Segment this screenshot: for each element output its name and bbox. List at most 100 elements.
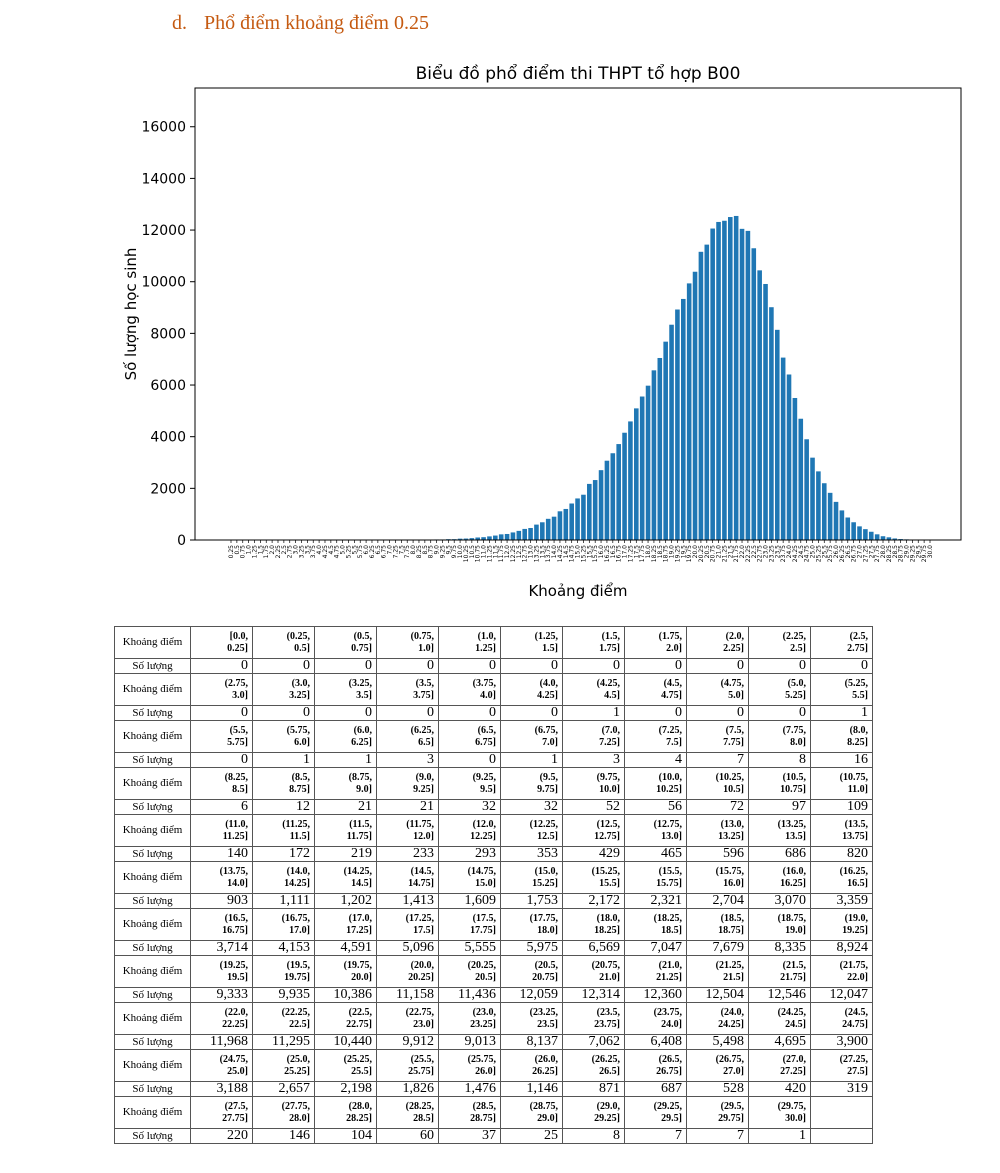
range-end: 28.0] xyxy=(289,1112,310,1124)
x-tick-label: 2.25 xyxy=(275,545,282,559)
range-end: 7.25] xyxy=(599,736,620,748)
count-cell: 97 xyxy=(748,799,811,815)
bar xyxy=(493,535,498,540)
range-cell: (21.75, 22.0] xyxy=(810,955,873,988)
range-start: (15.75, xyxy=(715,865,744,877)
range-cell: (10.5, 10.75] xyxy=(748,767,811,800)
x-tick-label: 27.5 xyxy=(868,545,875,559)
range-start: (2.25, xyxy=(782,630,806,642)
x-tick-label: 0.5 xyxy=(234,545,241,555)
x-tick-label: 25.75 xyxy=(827,545,834,562)
range-end: 12.5] xyxy=(537,830,558,842)
range-end: 1.0] xyxy=(418,642,434,654)
x-tick-label: 16.25 xyxy=(604,545,611,562)
count-cell: 596 xyxy=(686,846,749,862)
x-tick-label: 20.75 xyxy=(710,545,717,562)
x-tick-label: 21.0 xyxy=(716,545,723,559)
bar xyxy=(569,503,574,540)
count-row: Số lượng 0 0 0 0 0 0 1 0 0 0 1 xyxy=(114,705,873,721)
bar xyxy=(751,248,757,540)
x-tick-label: 26.5 xyxy=(845,545,852,559)
range-cell: (4.0, 4.25] xyxy=(500,673,563,706)
count-cell: 0 xyxy=(438,752,501,768)
range-end: 22.75] xyxy=(346,1018,372,1030)
x-tick-label: 28.0 xyxy=(880,545,887,559)
range-end: 1.75] xyxy=(599,642,620,654)
count-cell: 104 xyxy=(314,1128,377,1144)
x-tick-label: 12.0 xyxy=(504,545,511,559)
count-cell: 1 xyxy=(500,752,563,768)
range-cell: (7.5, 7.75] xyxy=(686,720,749,753)
count-row-label: Số lượng xyxy=(114,987,191,1003)
range-end: 1.5] xyxy=(542,642,558,654)
range-cell: (19.5, 19.75] xyxy=(252,955,315,988)
range-end: 17.0] xyxy=(289,924,310,936)
count-cell: 0 xyxy=(438,658,501,674)
bar xyxy=(692,271,698,540)
range-end: 9.5] xyxy=(480,783,496,795)
count-cell: 9,935 xyxy=(252,987,315,1003)
range-start: (11.75, xyxy=(406,818,434,830)
x-tick-label: 19.0 xyxy=(669,545,676,559)
range-end: 1.25] xyxy=(475,642,496,654)
range-cell: (26.0, 26.25] xyxy=(500,1049,563,1082)
count-cell: 12,314 xyxy=(562,987,625,1003)
count-cell: 293 xyxy=(438,846,501,862)
count-row-label: Số lượng xyxy=(114,893,191,909)
bar xyxy=(610,453,616,540)
bar xyxy=(528,527,533,540)
count-cell: 52 xyxy=(562,799,625,815)
x-tick-label: 25.0 xyxy=(810,545,817,559)
bar xyxy=(851,522,856,540)
x-tick-label: 6.75 xyxy=(381,545,388,559)
bar xyxy=(716,221,721,541)
count-cell: 25 xyxy=(500,1128,563,1144)
x-tick-label: 24.0 xyxy=(786,545,793,559)
x-tick-label: 24.75 xyxy=(804,545,811,562)
x-tick-label: 12.25 xyxy=(510,545,517,562)
x-tick-label: 0.75 xyxy=(240,545,247,559)
range-cell: (27.75, 28.0] xyxy=(252,1096,315,1129)
range-start: (14.0, xyxy=(286,865,310,877)
bar xyxy=(657,357,663,540)
x-tick-label: 11.25 xyxy=(486,545,493,562)
x-tick-label: 11.0 xyxy=(481,545,488,559)
range-cell: (11.25, 11.5] xyxy=(252,814,315,847)
range-start: (25.25, xyxy=(343,1053,372,1065)
range-cell: (29.75, 30.0] xyxy=(748,1096,811,1129)
range-end: 20.5] xyxy=(475,971,496,983)
range-start: (8.0, xyxy=(849,724,868,736)
range-cell: (13.75, 14.0] xyxy=(190,861,253,894)
x-tick-label: 13.75 xyxy=(545,545,552,562)
count-cell: 8,137 xyxy=(500,1034,563,1050)
count-cell: 5,975 xyxy=(500,940,563,956)
y-tick-label: 6000 xyxy=(150,378,186,394)
range-start: (19.75, xyxy=(343,959,372,971)
x-tick-label: 11.5 xyxy=(492,545,499,559)
range-cell: (27.0, 27.25] xyxy=(748,1049,811,1082)
x-tick-label: 13.5 xyxy=(539,545,546,559)
range-start: (16.25, xyxy=(839,865,868,877)
range-cell: (9.5, 9.75] xyxy=(500,767,563,800)
count-cell: 2,704 xyxy=(686,893,749,909)
x-tick-label: 25.25 xyxy=(815,545,822,562)
range-start: (14.25, xyxy=(343,865,372,877)
x-tick-label: 2.75 xyxy=(287,545,294,559)
range-end: 7.75] xyxy=(723,736,744,748)
bar xyxy=(757,270,762,540)
range-end: 2.0] xyxy=(666,642,682,654)
x-tick-label: 12.5 xyxy=(516,545,523,559)
count-cell: 429 xyxy=(562,846,625,862)
range-end: 20.0] xyxy=(351,971,372,983)
x-tick-label: 1.0 xyxy=(246,545,253,555)
range-end: 13.25] xyxy=(718,830,744,842)
range-start: (17.0, xyxy=(348,912,372,924)
bar xyxy=(487,536,492,540)
y-tick-label: 0 xyxy=(177,533,186,549)
range-cell: (16.25, 16.5] xyxy=(810,861,873,894)
range-end: 15.5] xyxy=(599,877,620,889)
range-row-label: Khoảng điểm xyxy=(114,1096,191,1129)
range-end: 16.75] xyxy=(222,924,248,936)
range-end: 25.5] xyxy=(351,1065,372,1077)
range-end: 12.25] xyxy=(470,830,496,842)
